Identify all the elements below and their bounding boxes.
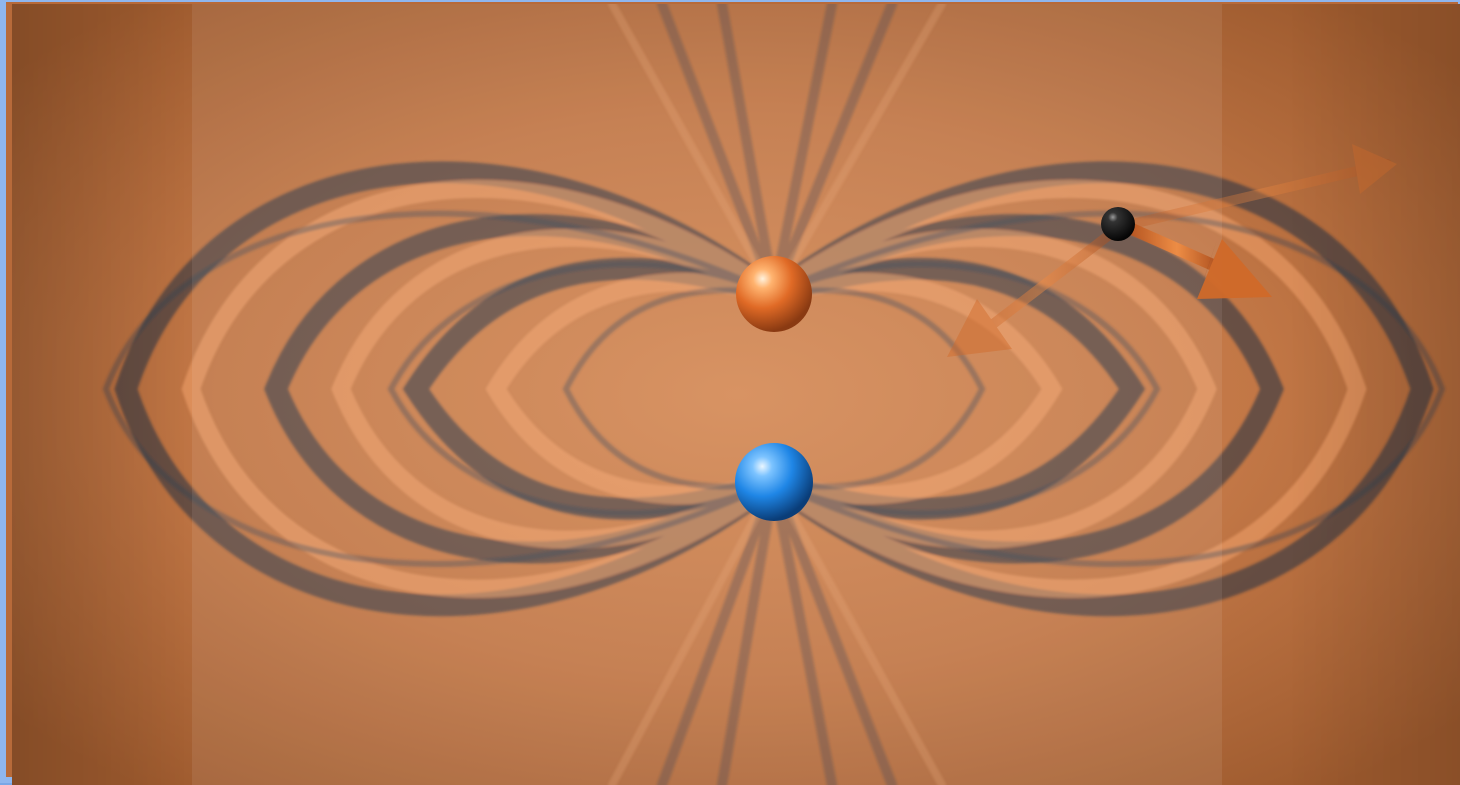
side-vignette (12, 4, 1460, 785)
arrow-upper-right (1127, 144, 1397, 229)
field-visualization-canvas[interactable] (12, 4, 1460, 785)
arrow-lower-left (947, 224, 1122, 357)
force-arrows (947, 144, 1397, 357)
positive-charge-sphere[interactable] (736, 256, 812, 332)
dipole-field-svg (12, 4, 1460, 785)
test-charge-sphere[interactable] (1101, 207, 1135, 241)
negative-charge-sphere[interactable] (735, 443, 813, 521)
arrow-lower-right (1126, 223, 1272, 299)
charges (735, 207, 1135, 521)
